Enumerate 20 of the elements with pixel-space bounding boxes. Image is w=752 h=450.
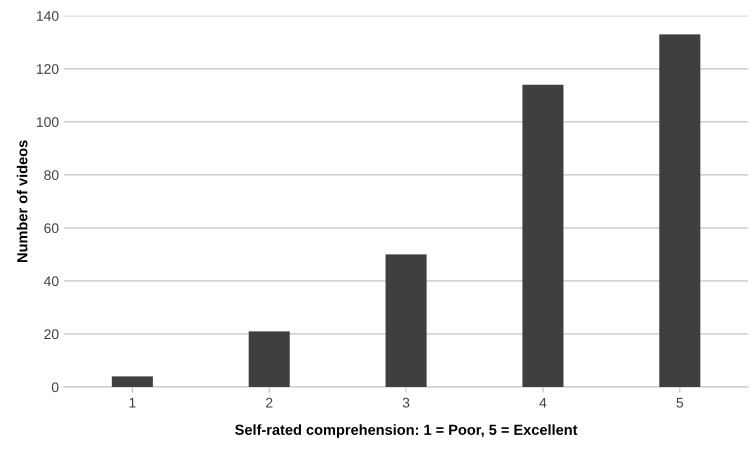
bar <box>522 84 564 387</box>
y-tick-label: 80 <box>44 170 59 180</box>
y-tick-label: 140 <box>36 11 59 21</box>
x-tick-label: 2 <box>266 398 272 408</box>
y-tick-label: 40 <box>44 276 59 286</box>
y-tick-label: 120 <box>36 64 59 74</box>
x-tick-label: 5 <box>676 398 684 408</box>
x-tick-label: 3 <box>402 398 410 408</box>
bar <box>248 331 290 387</box>
bar <box>112 376 153 387</box>
y-tick-label: 0 <box>52 382 59 392</box>
x-tick-label: 1 <box>130 398 136 408</box>
y-tick-label: 20 <box>44 329 59 340</box>
y-tick-label: 100 <box>36 117 59 127</box>
y-axis-title: Number of videos <box>16 140 28 262</box>
y-tick-label: 60 <box>44 223 59 234</box>
bar <box>659 34 700 387</box>
bar <box>386 254 427 387</box>
x-tick-label: 4 <box>539 398 546 408</box>
x-axis-title: Self-rated comprehension: 1 = Poor, 5 = Excellent <box>235 424 578 438</box>
